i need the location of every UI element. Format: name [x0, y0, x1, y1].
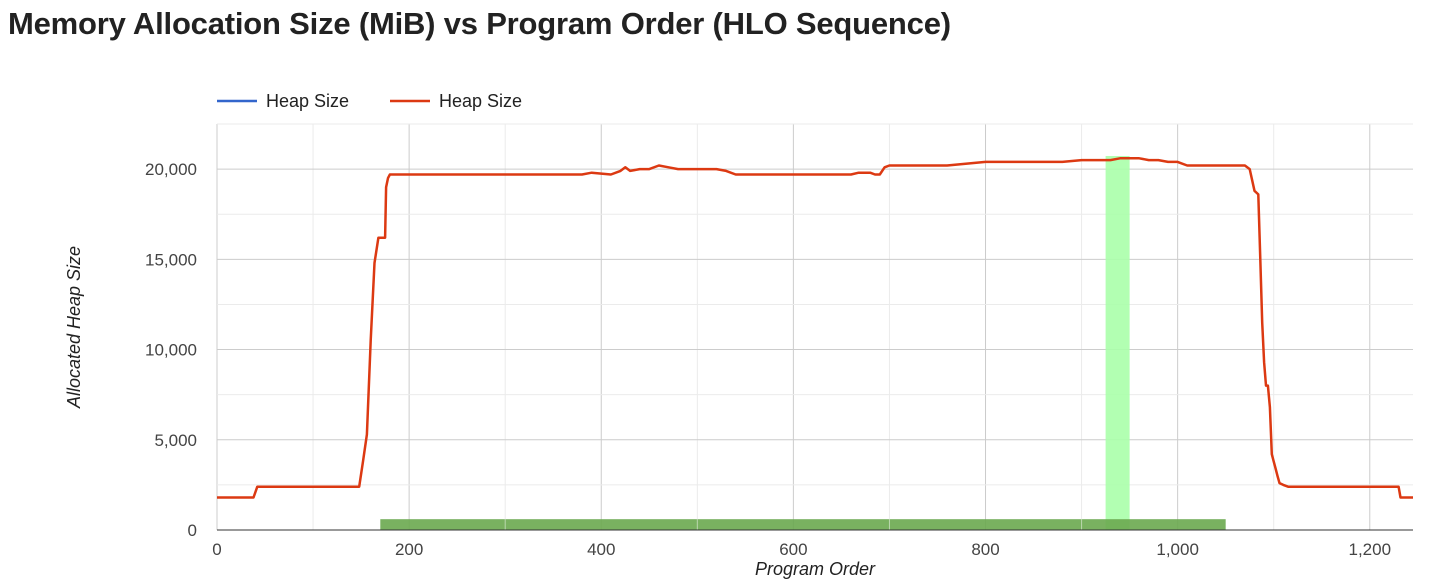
- grid: [216, 123, 1413, 531]
- highlight-layer: [380, 156, 1226, 530]
- axes: 0 200 400 600 800 1,000 1,200 0 5,000 10,000 15,00…: [145, 160, 1413, 559]
- y-tick-label: 20,000: [145, 160, 197, 179]
- selection-band: [1105, 156, 1130, 530]
- chart-title: Memory Allocation Size (MiB) vs Program …: [8, 6, 951, 41]
- y-tick-label: 0: [188, 521, 197, 540]
- y-tick-label: 15,000: [145, 250, 197, 269]
- legend-item[interactable]: Heap Size: [217, 91, 349, 111]
- y-tick-label: 10,000: [145, 341, 197, 360]
- legend-label: Heap Size: [266, 91, 349, 111]
- x-tick-label: 200: [395, 540, 423, 559]
- x-tick-label: 0: [212, 540, 221, 559]
- x-tick-label: 400: [587, 540, 615, 559]
- y-axis-label: Allocated Heap Size: [64, 246, 84, 409]
- x-tick-label: 600: [779, 540, 807, 559]
- x-tick-label: 800: [971, 540, 999, 559]
- x-tick-label: 1,000: [1156, 540, 1199, 559]
- series-line-1: [217, 157, 1413, 499]
- x-axis-label: Program Order: [755, 559, 876, 579]
- legend-item[interactable]: Heap Size: [390, 91, 522, 111]
- y-tick-label: 5,000: [154, 431, 197, 450]
- legend-label: Heap Size: [439, 91, 522, 111]
- timeline-bar: [380, 519, 1226, 530]
- series-layer: [217, 157, 1413, 499]
- x-tick-label: 1,200: [1348, 540, 1391, 559]
- legend[interactable]: Heap Size Heap Size: [217, 91, 522, 111]
